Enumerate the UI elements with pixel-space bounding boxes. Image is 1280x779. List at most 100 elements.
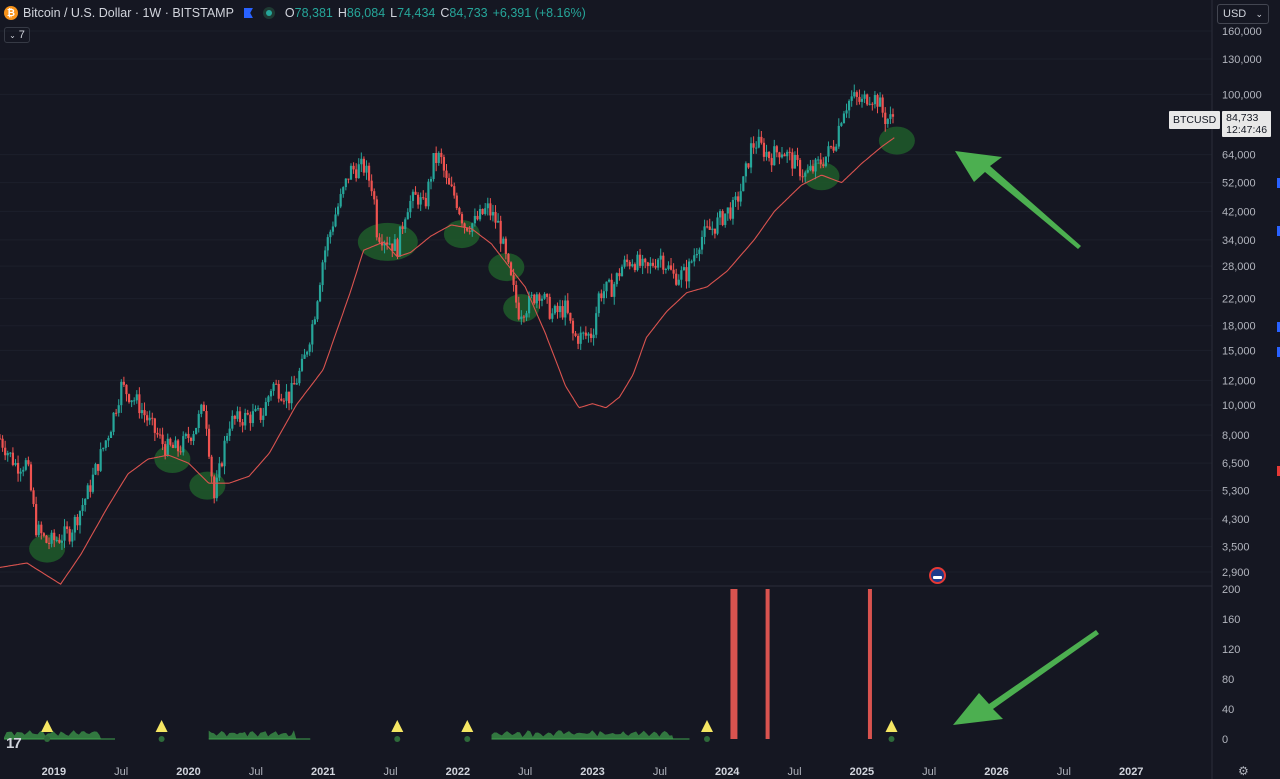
candle-body: [223, 440, 226, 467]
currency-button[interactable]: USD ⌄: [1217, 4, 1269, 24]
price-axis-markers: [1277, 178, 1280, 476]
candle-body: [437, 152, 440, 163]
candle-body: [246, 412, 249, 415]
candle-body: [636, 254, 639, 271]
candle-body: [133, 400, 136, 402]
candle-body: [796, 154, 799, 160]
candle-body: [659, 255, 662, 260]
candle-body: [680, 270, 683, 280]
chart-header: ₿ Bitcoin / U.S. Dollar · 1W · BITSTAMP …: [4, 6, 586, 20]
candle-body: [367, 165, 371, 181]
candle-body: [837, 125, 840, 147]
candle-body: [32, 490, 35, 505]
candle-body: [107, 438, 110, 441]
candle-body: [251, 411, 255, 424]
tradingview-logo-icon[interactable]: 17: [6, 735, 22, 752]
open-label: O: [284, 6, 295, 20]
triangle-marker: [155, 720, 168, 732]
candle-body: [213, 476, 216, 499]
moving-average-line: [0, 137, 895, 585]
candle-body: [667, 265, 670, 269]
candle-body: [91, 474, 95, 492]
candle-body: [231, 415, 234, 429]
candle-body: [432, 153, 435, 180]
candle-body: [806, 170, 809, 173]
candle-body: [306, 351, 309, 355]
candle-body: [878, 97, 882, 107]
candle-body: [256, 408, 260, 410]
price-axis[interactable]: 2,900 3,500 4,300 5,300 6,500 8,000 10,000 12,0…: [1222, 26, 1262, 579]
candle-body: [365, 165, 368, 173]
candle-body: [238, 411, 242, 423]
economic-event-icon[interactable]: [929, 567, 946, 584]
flag-icon[interactable]: [243, 8, 253, 18]
candle-body: [6, 453, 9, 456]
time-axis[interactable]: 2019 Jul 2020 Jul 2021 Jul 2022 Jul 2023 Jul 2024 J…: [42, 766, 1144, 778]
highlight-ellipses: [29, 126, 915, 563]
candle-body: [404, 219, 407, 229]
annotation-arrow: [955, 151, 1081, 249]
candle-body: [406, 212, 409, 220]
indicator-axis[interactable]: 0 40 80 120 160 200: [1222, 584, 1240, 746]
symbol-title[interactable]: Bitcoin / U.S. Dollar · 1W · BITSTAMP: [23, 6, 234, 20]
candle-body: [499, 220, 502, 244]
main-gridlines: [0, 30, 1212, 573]
market-status-icon[interactable]: [262, 7, 275, 19]
candle-body: [884, 112, 887, 124]
candle-body: [455, 195, 458, 209]
candle-body: [1, 438, 4, 448]
highlight-ellipse: [29, 534, 66, 563]
candle-body: [380, 241, 384, 246]
candle-body: [835, 146, 838, 151]
candle-body: [868, 103, 871, 105]
price-tick-label: 12,000: [1222, 375, 1256, 387]
time-tick-label: Jul: [249, 766, 263, 778]
candle-body: [829, 146, 833, 148]
candle-body: [615, 273, 618, 285]
candle-body: [600, 293, 603, 299]
candle-body: [117, 405, 120, 413]
candle-body: [300, 358, 304, 371]
bitcoin-icon[interactable]: ₿: [4, 6, 18, 20]
time-tick-label: 2019: [42, 766, 66, 778]
candle-body: [504, 238, 507, 254]
axis-marker: [1277, 466, 1280, 476]
time-tick-label: Jul: [1057, 766, 1071, 778]
indicators-toggle[interactable]: ⌄ 7: [4, 27, 30, 43]
candle-body: [644, 258, 647, 263]
candle-body: [241, 422, 244, 426]
gear-icon[interactable]: ⚙: [1238, 764, 1249, 778]
candle-body: [626, 259, 629, 263]
candle-body: [682, 267, 686, 271]
candle-body: [342, 187, 345, 195]
candle-body: [571, 320, 575, 334]
highlight-ellipse: [878, 126, 915, 155]
open-value: 78,381: [294, 6, 333, 20]
triangle-marker: [391, 720, 404, 732]
candle-body: [631, 264, 634, 267]
candle-body: [811, 166, 815, 172]
candle-body: [512, 275, 515, 285]
time-tick-label: Jul: [518, 766, 532, 778]
candle-body: [845, 110, 848, 114]
candle-body: [548, 296, 551, 319]
candle-body: [47, 542, 51, 544]
indicator-tick-label: 160: [1222, 614, 1240, 626]
oscillator-area: [491, 730, 674, 739]
candle-body: [793, 154, 797, 169]
candle-body: [747, 163, 750, 168]
candle-body: [11, 452, 15, 465]
candle-body: [244, 412, 247, 426]
candle-body: [478, 208, 482, 220]
high-value: 86,084: [346, 6, 386, 20]
candle-body: [703, 226, 706, 237]
price-tag-symbol: BTCUSD: [1169, 111, 1221, 129]
candle-body: [873, 95, 877, 105]
close-label: C: [440, 6, 450, 20]
candle-body: [881, 97, 884, 113]
candle-body: [197, 413, 200, 429]
candle-body: [151, 417, 154, 419]
price-tick-label: 6,500: [1222, 458, 1250, 470]
candle-body: [318, 285, 322, 302]
